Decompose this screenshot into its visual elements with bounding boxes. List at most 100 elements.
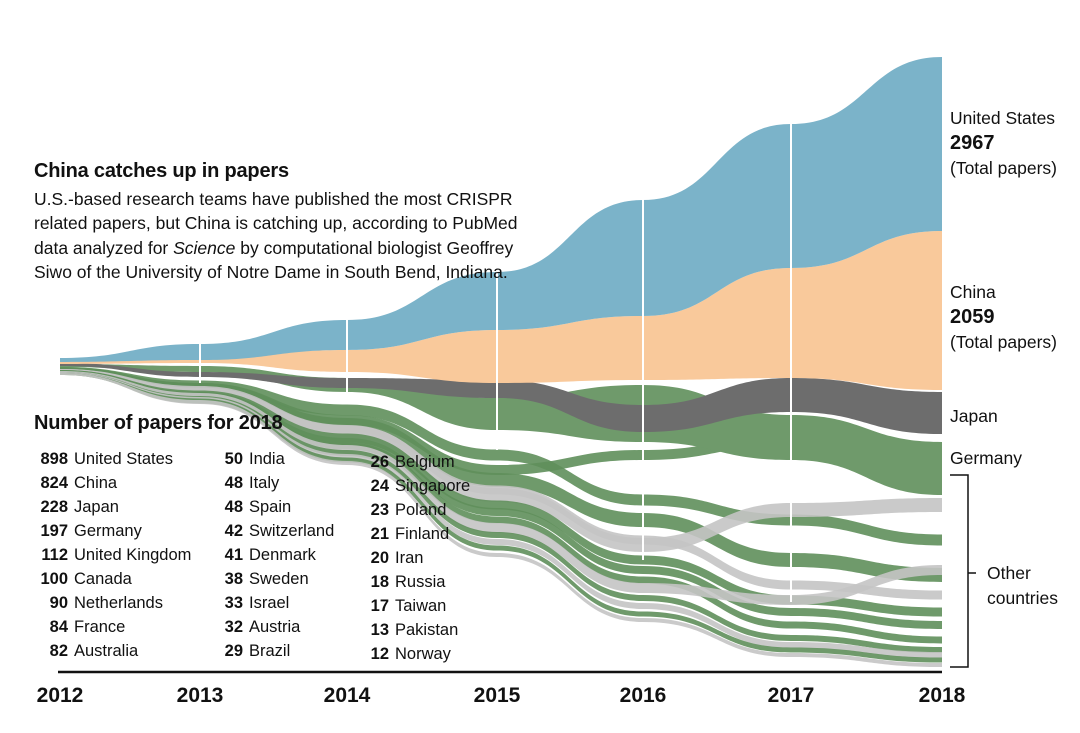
- count-country: Russia: [395, 573, 446, 591]
- count-number: 33: [224, 594, 243, 612]
- count-row: 17 Taiwan: [366, 594, 470, 618]
- count-row: 26 Belgium: [366, 450, 470, 474]
- x-axis: 2012 2013 2014 2015 2016 2017 2018: [37, 670, 966, 707]
- count-number: 38: [224, 570, 243, 588]
- count-number: 17: [370, 597, 389, 615]
- count-number: 24: [370, 477, 389, 495]
- count-country: Finland: [395, 525, 450, 543]
- count-number: 100: [40, 570, 68, 588]
- count-row: 23 Poland: [366, 498, 470, 522]
- count-row: 41 Denmark: [220, 543, 334, 567]
- count-row: 20 Iran: [366, 546, 470, 570]
- count-country: Norway: [395, 645, 451, 663]
- count-row: 38 Sweden: [220, 567, 334, 591]
- count-number: 82: [49, 642, 68, 660]
- count-country: Italy: [249, 474, 280, 492]
- count-number: 228: [40, 498, 68, 516]
- count-number: 824: [40, 474, 68, 492]
- count-number: 12: [370, 645, 389, 663]
- count-country: Sweden: [249, 570, 309, 588]
- label-us-note: (Total papers): [950, 158, 1057, 178]
- label-united-states: United States 2967 (Total papers): [950, 106, 1057, 181]
- count-number: 32: [224, 618, 243, 636]
- other-country-stream: [60, 369, 942, 552]
- count-row: 13 Pakistan: [366, 618, 470, 642]
- x-tick-label: 2013: [177, 684, 224, 707]
- other-country-stream: [60, 367, 942, 546]
- x-tick-label: 2014: [324, 684, 371, 707]
- count-number: 41: [224, 546, 243, 564]
- count-country: Israel: [249, 594, 290, 612]
- label-china-note: (Total papers): [950, 332, 1057, 352]
- count-country: France: [74, 618, 126, 636]
- count-country: Denmark: [249, 546, 316, 564]
- count-row: 90 Netherlands: [34, 591, 191, 615]
- count-country: Germany: [74, 522, 142, 540]
- intro-text: U.S.-based research teams have published…: [34, 187, 544, 284]
- counts-column: 26 Belgium 24 Singapore 23 Poland 21 Finland 20 I…: [366, 450, 471, 666]
- label-other-countries: Other countries: [987, 561, 1058, 611]
- count-country: Singapore: [395, 477, 471, 495]
- count-number: 42: [224, 522, 243, 540]
- count-country: Taiwan: [395, 597, 447, 615]
- label-other-line2: countries: [987, 588, 1059, 608]
- count-row: 48 Italy: [220, 471, 334, 495]
- count-country: Belgium: [395, 453, 455, 471]
- count-number: 26: [370, 453, 389, 471]
- japan-stream: [60, 363, 942, 434]
- count-country: Austria: [249, 618, 301, 636]
- count-row: 228 Japan: [34, 495, 191, 519]
- count-row: 48 Spain: [220, 495, 334, 519]
- x-tick-label: 2018: [919, 684, 966, 707]
- count-row: 84 France: [34, 615, 191, 639]
- other-countries-bracket: [950, 474, 976, 668]
- counts-title: Number of papers for 2018: [34, 412, 283, 434]
- label-china-name: China: [950, 282, 996, 302]
- count-country: Pakistan: [395, 621, 459, 639]
- counts-column: 50 India 48 Italy 48 Spain 42 Switzerland 41 Denm…: [220, 447, 335, 663]
- count-country: Australia: [74, 642, 139, 660]
- count-number: 48: [224, 498, 243, 516]
- count-country: Iran: [395, 549, 424, 567]
- count-row: 24 Singapore: [366, 474, 471, 498]
- x-tick-label: 2012: [37, 684, 84, 707]
- label-china: China 2059 (Total papers): [950, 280, 1057, 355]
- year-gridlines: [199, 123, 792, 602]
- intro-text-2: by computational biologist Geoffrey Siwo…: [34, 237, 514, 282]
- germany-stream: [60, 364, 942, 495]
- count-row: 33 Israel: [220, 591, 334, 615]
- count-number: 898: [40, 450, 68, 468]
- label-china-total: 2059: [950, 306, 995, 328]
- label-other-line1: Other: [987, 563, 1031, 583]
- label-us-name: United States: [950, 108, 1056, 128]
- count-country: Switzerland: [249, 522, 335, 540]
- count-number: 21: [370, 525, 389, 543]
- count-row: 112 United Kingdom: [34, 543, 191, 567]
- count-country: United Kingdom: [74, 546, 192, 564]
- count-row: 197 Germany: [34, 519, 191, 543]
- label-germany: Germany: [950, 446, 1022, 471]
- intro-block: China catches up in papers U.S.-based re…: [34, 160, 554, 284]
- count-row: 32 Austria: [220, 615, 334, 639]
- count-country: China: [74, 474, 118, 492]
- count-row: 50 India: [220, 447, 334, 471]
- count-number: 197: [40, 522, 68, 540]
- united-states-stream: [60, 57, 942, 362]
- china-stream: [60, 231, 942, 390]
- label-germany-name: Germany: [950, 448, 1022, 468]
- count-row: 898 United States: [34, 447, 191, 471]
- count-row: 29 Brazil: [220, 639, 334, 663]
- x-tick-label: 2016: [620, 684, 667, 707]
- x-tick-label: 2015: [474, 684, 521, 707]
- count-number: 50: [224, 450, 243, 468]
- count-number: 29: [224, 642, 243, 660]
- count-row: 21 Finland: [366, 522, 470, 546]
- count-number: 13: [370, 621, 389, 639]
- count-row: 42 Switzerland: [220, 519, 335, 543]
- count-row: 82 Australia: [34, 639, 191, 663]
- count-number: 84: [49, 618, 68, 636]
- count-number: 90: [49, 594, 68, 612]
- count-country: Canada: [74, 570, 132, 588]
- count-country: Netherlands: [74, 594, 163, 612]
